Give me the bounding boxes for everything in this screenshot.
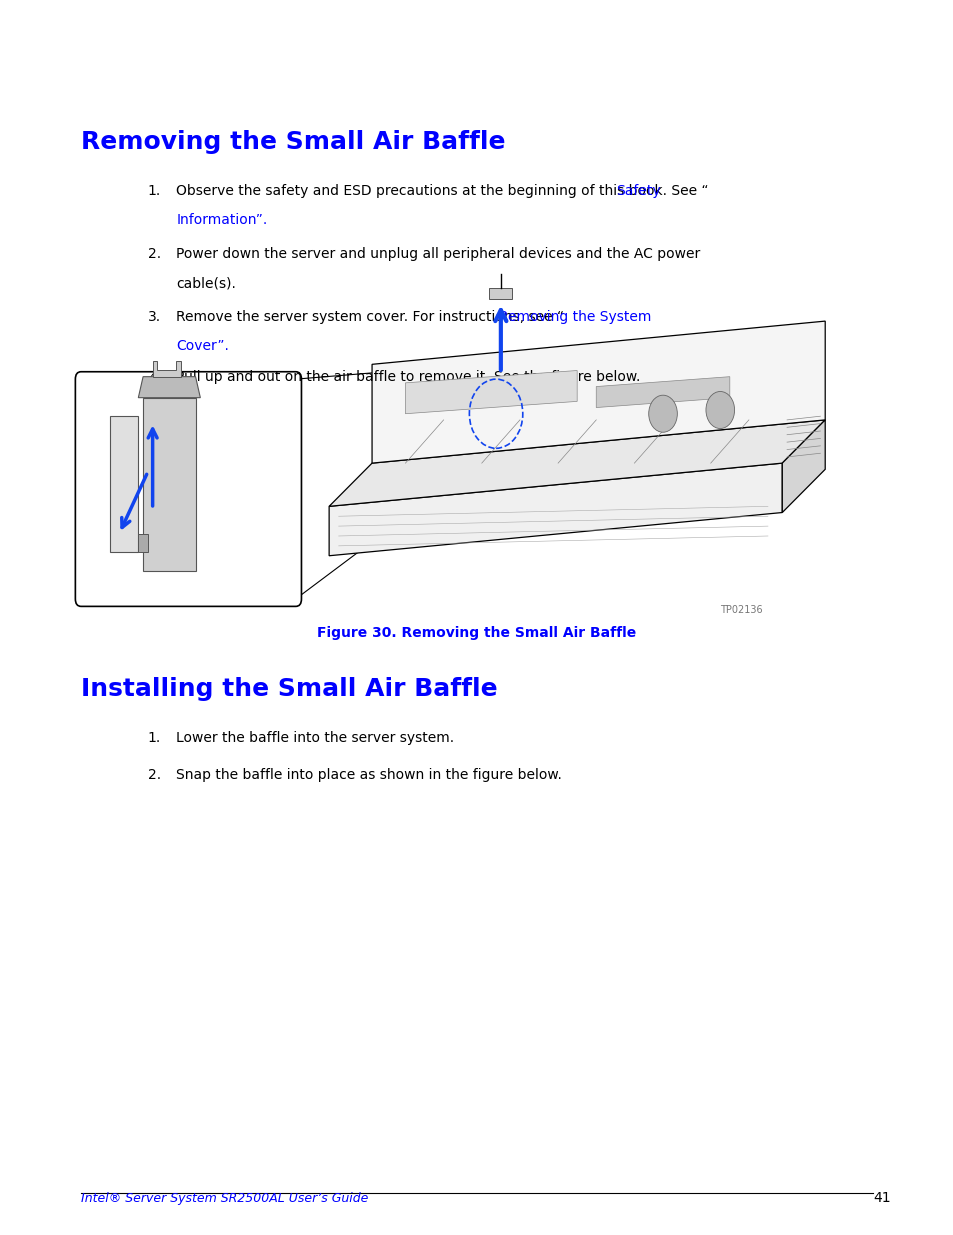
Polygon shape <box>110 416 138 552</box>
Polygon shape <box>329 420 824 506</box>
Text: Remove the server system cover. For instructions, see “: Remove the server system cover. For inst… <box>176 310 564 324</box>
Polygon shape <box>138 534 148 552</box>
Text: Installing the Small Air Baffle: Installing the Small Air Baffle <box>81 677 497 700</box>
Polygon shape <box>152 361 181 377</box>
Text: Power down the server and unplug all peripheral devices and the AC power: Power down the server and unplug all per… <box>176 247 700 261</box>
Circle shape <box>705 391 734 429</box>
Polygon shape <box>405 370 577 414</box>
Text: 2.: 2. <box>148 247 161 261</box>
Text: Cover”.: Cover”. <box>176 338 229 353</box>
Text: Observe the safety and ESD precautions at the beginning of this book. See “: Observe the safety and ESD precautions a… <box>176 184 708 198</box>
Text: Information”.: Information”. <box>176 214 268 227</box>
FancyBboxPatch shape <box>75 372 301 606</box>
Polygon shape <box>596 377 729 408</box>
Text: 4.: 4. <box>148 370 161 384</box>
Polygon shape <box>143 398 195 571</box>
Text: Removing the Small Air Baffle: Removing the Small Air Baffle <box>81 130 505 153</box>
Polygon shape <box>781 420 824 513</box>
Text: Safety: Safety <box>616 184 660 198</box>
Text: Lower the baffle into the server system.: Lower the baffle into the server system. <box>176 731 455 745</box>
Text: 2.: 2. <box>148 768 161 782</box>
Text: 41: 41 <box>872 1192 889 1205</box>
Polygon shape <box>489 288 512 299</box>
Text: 1.: 1. <box>148 184 161 198</box>
Polygon shape <box>329 463 781 556</box>
Text: Removing the System: Removing the System <box>498 310 651 324</box>
Text: Intel® Server System SR2500AL User’s Guide: Intel® Server System SR2500AL User’s Gui… <box>81 1192 368 1205</box>
Polygon shape <box>138 377 200 398</box>
Text: Figure 30. Removing the Small Air Baffle: Figure 30. Removing the Small Air Baffle <box>317 626 636 640</box>
Text: 1.: 1. <box>148 731 161 745</box>
Text: 3.: 3. <box>148 310 161 324</box>
Text: Snap the baffle into place as shown in the figure below.: Snap the baffle into place as shown in t… <box>176 768 561 782</box>
Circle shape <box>648 395 677 432</box>
Text: Pull up and out on the air baffle to remove it. See the figure below.: Pull up and out on the air baffle to rem… <box>176 370 640 384</box>
Polygon shape <box>372 321 824 463</box>
Text: cable(s).: cable(s). <box>176 275 236 290</box>
Text: TP02136: TP02136 <box>720 605 762 615</box>
